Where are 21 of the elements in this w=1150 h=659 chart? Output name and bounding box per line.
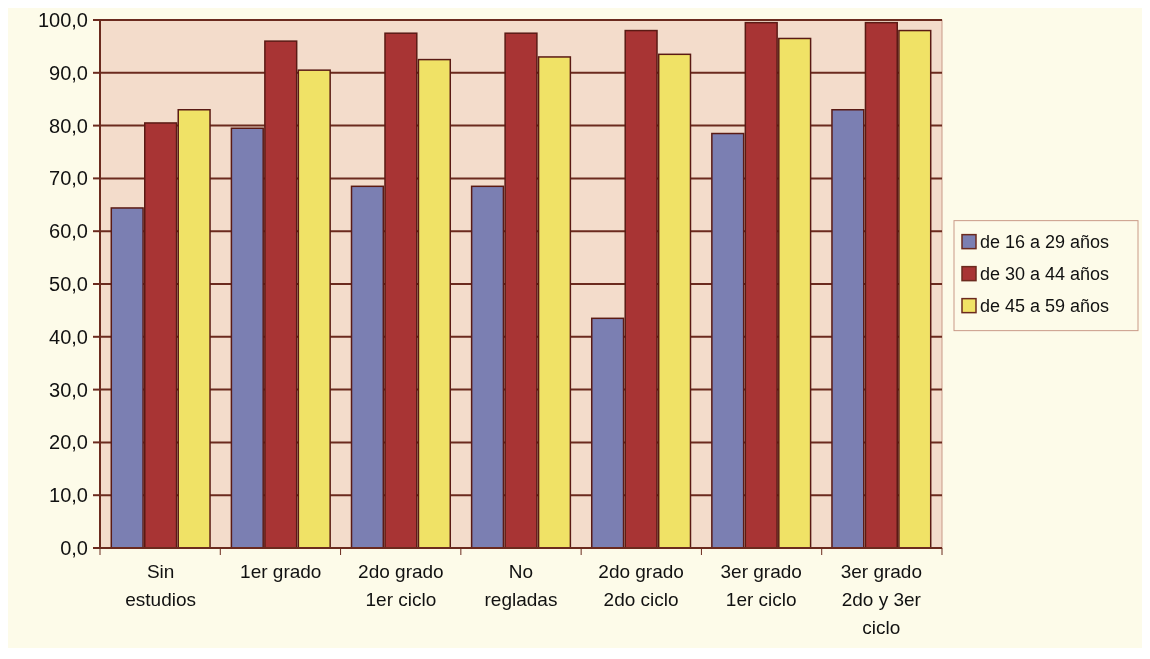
x-tick-label: 1er grado bbox=[240, 561, 322, 582]
x-tick-label: No regladas bbox=[484, 561, 558, 610]
y-tick-label: 50,0 bbox=[49, 273, 88, 295]
x-tick-label: 3er grado 2do y 3er ciclo bbox=[840, 561, 923, 638]
x-tick-label: 2do grado 2do ciclo bbox=[598, 561, 684, 610]
y-tick-label: 0,0 bbox=[60, 537, 88, 559]
y-tick-label: 40,0 bbox=[49, 325, 88, 348]
legend-label: de 16 a 29 años bbox=[980, 231, 1110, 252]
y-tick-label: 80,0 bbox=[49, 114, 88, 137]
x-tick-label: Sin estudios bbox=[125, 561, 197, 610]
x-tick-label: 2do grado 1er ciclo bbox=[358, 561, 444, 610]
legend-label: de 30 a 44 años bbox=[980, 263, 1110, 284]
legend-label: de 45 a 59 años bbox=[980, 295, 1110, 316]
x-tick-label: 3er grado 1er ciclo bbox=[720, 561, 802, 610]
y-tick-label: 30,0 bbox=[49, 378, 88, 401]
y-tick-label: 90,0 bbox=[49, 61, 88, 84]
y-tick-label: 100,0 bbox=[37, 9, 88, 31]
y-tick-label: 60,0 bbox=[49, 220, 88, 243]
y-tick-label: 70,0 bbox=[49, 167, 88, 190]
y-tick-label: 20,0 bbox=[49, 431, 88, 454]
y-tick-label: 10,0 bbox=[49, 484, 88, 507]
